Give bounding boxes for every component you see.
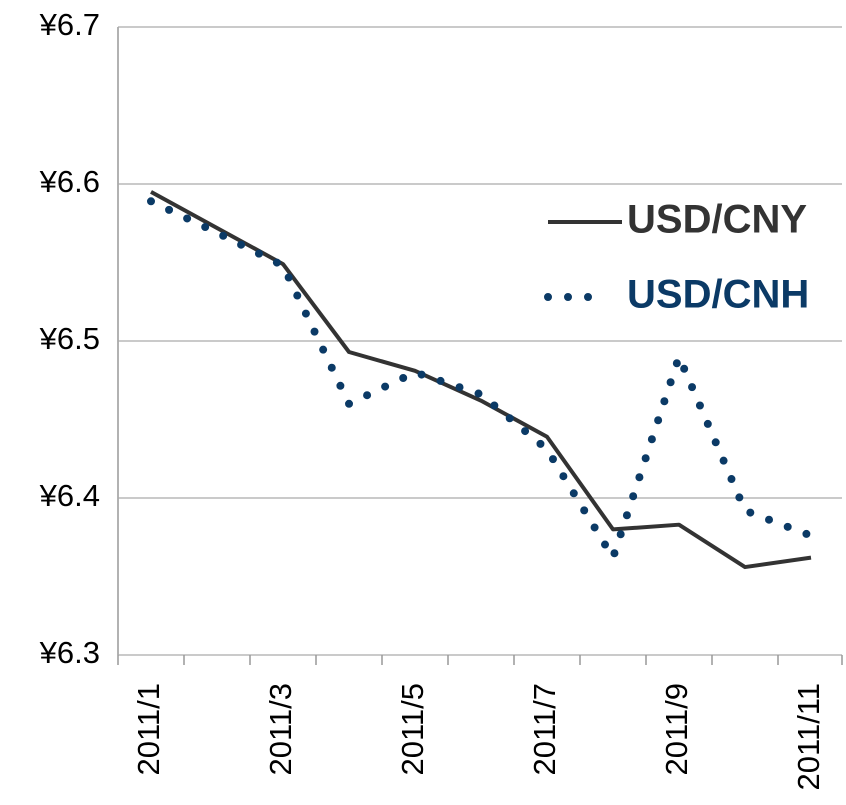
y-tick-label: ¥6.3 xyxy=(39,635,100,670)
x-tick-label: 2011/11 xyxy=(791,683,826,790)
series-line xyxy=(150,190,812,570)
x-tick-label: 2011/5 xyxy=(395,683,430,776)
y-tick-label: ¥6.6 xyxy=(39,164,100,199)
legend-label: USD/CNH xyxy=(627,273,809,317)
y-tick-label: ¥6.4 xyxy=(39,478,100,513)
y-tick-label: ¥6.7 xyxy=(39,7,100,42)
series-line xyxy=(147,197,815,568)
x-tick-label: 2011/3 xyxy=(263,683,298,776)
legend-label: USD/CNY xyxy=(627,198,807,242)
x-tick-label: 2011/7 xyxy=(527,683,562,776)
y-tick-label: ¥6.5 xyxy=(39,321,100,356)
x-tick-label: 2011/1 xyxy=(131,683,166,776)
x-tick-label: 2011/9 xyxy=(659,683,694,776)
